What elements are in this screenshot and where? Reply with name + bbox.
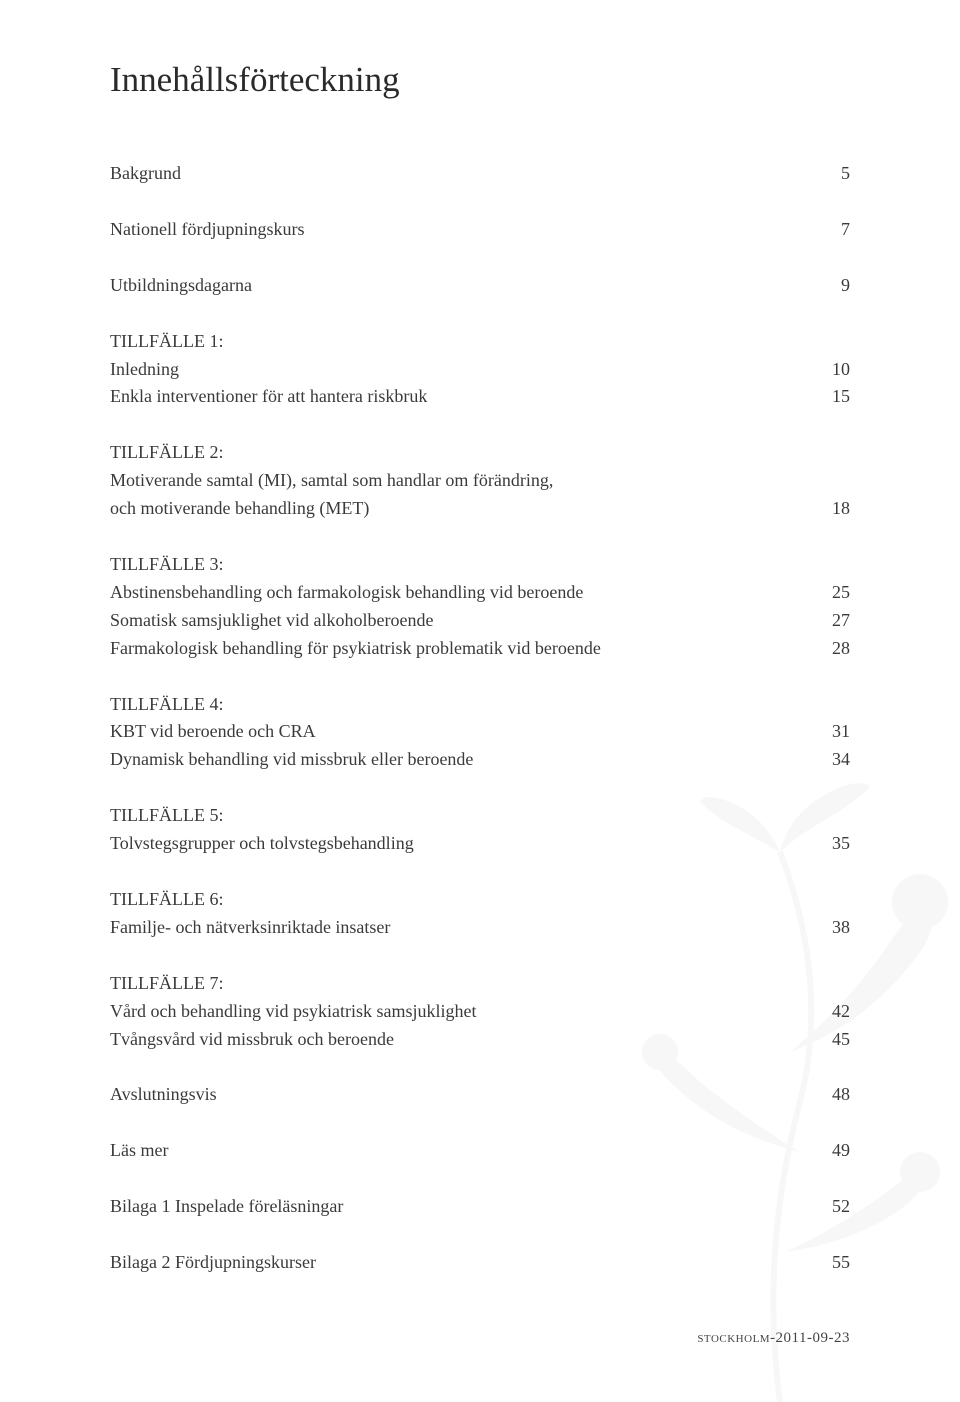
toc-row: Tvångsvård vid missbruk och beroende45: [110, 1026, 850, 1054]
toc-section-header: TILLFÄLLE 3:: [110, 551, 850, 579]
toc-row: Abstinensbehandling och farmakologisk be…: [110, 579, 850, 607]
toc-page-number: 28: [810, 635, 850, 663]
toc-gap: [110, 1221, 850, 1249]
toc-gap: [110, 1053, 850, 1081]
toc-row: Motiverande samtal (MI), samtal som hand…: [110, 467, 850, 495]
toc-label: Bakgrund: [110, 160, 810, 188]
toc-label: Bilaga 2 Fördjupningskurser: [110, 1249, 810, 1277]
toc-row: KBT vid beroende och CRA31: [110, 718, 850, 746]
toc-gap: [110, 411, 850, 439]
toc-gap: [110, 523, 850, 551]
toc-gap: [110, 1109, 850, 1137]
toc-gap: [110, 300, 850, 328]
toc-label: Abstinensbehandling och farmakologisk be…: [110, 579, 810, 607]
toc-label: Tolvstegsgrupper och tolvstegsbehandling: [110, 830, 810, 858]
toc-row: Farmakologisk behandling för psykiatrisk…: [110, 635, 850, 663]
toc-row: Vård och behandling vid psykiatrisk sams…: [110, 998, 850, 1026]
toc-gap: [110, 858, 850, 886]
toc-gap: [110, 942, 850, 970]
toc-section-header: TILLFÄLLE 7:: [110, 970, 850, 998]
toc-section-header: TILLFÄLLE 5:: [110, 802, 850, 830]
toc-row: Tolvstegsgrupper och tolvstegsbehandling…: [110, 830, 850, 858]
toc-row: Nationell fördjupningskurs7: [110, 216, 850, 244]
toc-label: Enkla interventioner för att hantera ris…: [110, 383, 810, 411]
toc-label: Inledning: [110, 356, 810, 384]
toc-page-number: 45: [810, 1026, 850, 1054]
toc-section-header: TILLFÄLLE 6:: [110, 886, 850, 914]
toc-page-number: 10: [810, 356, 850, 384]
toc-label: Farmakologisk behandling för psykiatrisk…: [110, 635, 810, 663]
toc-row: Enkla interventioner för att hantera ris…: [110, 383, 850, 411]
toc-page-number: 55: [810, 1249, 850, 1277]
toc-label: Vård och behandling vid psykiatrisk sams…: [110, 998, 810, 1026]
toc-page-number: 27: [810, 607, 850, 635]
table-of-contents: Bakgrund5Nationell fördjupningskurs7Utbi…: [110, 160, 850, 1277]
toc-page-number: 18: [810, 495, 850, 523]
toc-row: Bilaga 2 Fördjupningskurser55: [110, 1249, 850, 1277]
toc-page-number: 5: [810, 160, 850, 188]
toc-page-number: 52: [810, 1193, 850, 1221]
footer-text: stockholm-2011-09-23: [697, 1330, 850, 1347]
toc-gap: [110, 188, 850, 216]
toc-label: Dynamisk behandling vid missbruk eller b…: [110, 746, 810, 774]
toc-page-number: 7: [810, 216, 850, 244]
toc-label: KBT vid beroende och CRA: [110, 718, 810, 746]
toc-section-header: TILLFÄLLE 1:: [110, 328, 850, 356]
toc-label: Utbildningsdagarna: [110, 272, 810, 300]
toc-page-number: 42: [810, 998, 850, 1026]
toc-gap: [110, 663, 850, 691]
toc-page-number: 48: [810, 1081, 850, 1109]
toc-label: Motiverande samtal (MI), samtal som hand…: [110, 467, 810, 495]
toc-label: Nationell fördjupningskurs: [110, 216, 810, 244]
toc-page-number: 25: [810, 579, 850, 607]
toc-row: Inledning10: [110, 356, 850, 384]
toc-label: och motiverande behandling (MET): [110, 495, 810, 523]
toc-page-number: 38: [810, 914, 850, 942]
toc-label: Avslutningsvis: [110, 1081, 810, 1109]
toc-gap: [110, 1165, 850, 1193]
toc-label: Familje- och nätverksinriktade insatser: [110, 914, 810, 942]
toc-gap: [110, 244, 850, 272]
toc-label: Läs mer: [110, 1137, 810, 1165]
toc-row: Utbildningsdagarna9: [110, 272, 850, 300]
toc-label: Tvångsvård vid missbruk och beroende: [110, 1026, 810, 1054]
toc-row: Läs mer49: [110, 1137, 850, 1165]
toc-section-header: TILLFÄLLE 2:: [110, 439, 850, 467]
toc-row: Avslutningsvis48: [110, 1081, 850, 1109]
toc-row: Bakgrund5: [110, 160, 850, 188]
toc-row: och motiverande behandling (MET)18: [110, 495, 850, 523]
toc-row: Dynamisk behandling vid missbruk eller b…: [110, 746, 850, 774]
toc-page-number: 49: [810, 1137, 850, 1165]
toc-row: Somatisk samsjuklighet vid alkoholberoen…: [110, 607, 850, 635]
toc-label: Somatisk samsjuklighet vid alkoholberoen…: [110, 607, 810, 635]
toc-row: Familje- och nätverksinriktade insatser3…: [110, 914, 850, 942]
toc-label: Bilaga 1 Inspelade föreläsningar: [110, 1193, 810, 1221]
toc-page-number: 34: [810, 746, 850, 774]
toc-page-number: 35: [810, 830, 850, 858]
toc-page-number: 9: [810, 272, 850, 300]
toc-page-number: 31: [810, 718, 850, 746]
toc-page-number: 15: [810, 383, 850, 411]
toc-section-header: TILLFÄLLE 4:: [110, 691, 850, 719]
toc-gap: [110, 774, 850, 802]
page-title: Innehållsförteckning: [110, 60, 850, 100]
toc-row: Bilaga 1 Inspelade föreläsningar52: [110, 1193, 850, 1221]
